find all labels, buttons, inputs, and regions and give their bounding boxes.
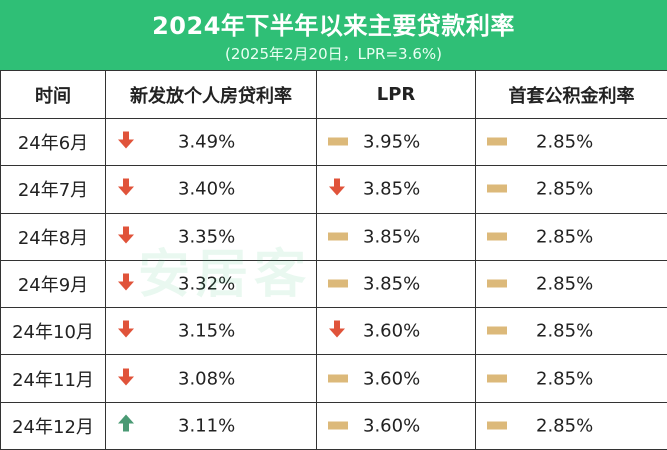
dash-icon: [486, 321, 508, 342]
cell-lpr: 3.60%: [316, 401, 476, 450]
rates-table: 时间 新发放个人房贷利率 LPR 首套公积金利率 24年6月 3.49% 3.95%…: [0, 70, 667, 450]
cell-lpr: 3.95%: [316, 117, 476, 167]
page-subtitle: (2025年2月20日，LPR=3.6%): [224, 45, 442, 63]
dash-icon: [486, 179, 508, 200]
rate-value: 3.60%: [363, 320, 421, 342]
table-row: 24年8月 3.35% 3.85% 2.85%: [0, 212, 667, 261]
rate-value: 2.85%: [536, 415, 594, 437]
rate-value: 3.95%: [363, 131, 421, 153]
table-row: 24年11月 3.08% 3.60% 2.85%: [0, 354, 667, 403]
arrow-down-icon: [116, 224, 136, 249]
cell-mortgage: 3.49%: [105, 117, 317, 167]
table-header-row: 时间 新发放个人房贷利率 LPR 首套公积金利率: [0, 70, 667, 119]
rate-value: 3.32%: [178, 273, 236, 295]
dash-icon: [486, 226, 508, 247]
cell-period: 24年11月: [0, 354, 106, 403]
dash-icon: [327, 226, 349, 247]
column-header-period: 时间: [0, 70, 106, 119]
rate-value: 3.40%: [178, 178, 236, 200]
rate-value: 3.60%: [363, 368, 421, 390]
cell-mortgage: 3.11%: [105, 401, 317, 450]
dash-icon: [486, 132, 508, 153]
cell-period: 24年8月: [0, 212, 106, 261]
table-row: 24年7月 3.40% 3.85% 2.85%: [0, 165, 667, 214]
arrow-down-icon: [116, 366, 136, 391]
rate-value: 3.85%: [363, 273, 421, 295]
dash-icon: [486, 273, 508, 294]
rate-value: 2.85%: [536, 131, 594, 153]
cell-period: 24年12月: [0, 401, 106, 450]
cell-period: 24年9月: [0, 259, 106, 309]
rate-value: 2.85%: [536, 178, 594, 200]
rate-value: 3.08%: [178, 368, 236, 390]
dash-icon: [327, 368, 349, 389]
page-title: 2024年下半年以来主要贷款利率: [152, 12, 515, 40]
rate-value: 3.11%: [178, 415, 236, 437]
arrow-up-icon: [116, 413, 136, 438]
cell-lpr: 3.60%: [316, 354, 476, 403]
cell-period: 24年10月: [0, 307, 106, 356]
table-row: 24年12月 3.11% 3.60% 2.85%: [0, 401, 667, 450]
rate-value: 3.35%: [178, 226, 236, 248]
rate-value: 2.85%: [536, 273, 594, 295]
cell-fund: 2.85%: [475, 401, 667, 450]
rate-value: 3.15%: [178, 320, 236, 342]
dash-icon: [486, 368, 508, 389]
arrow-down-icon: [116, 319, 136, 344]
rate-value: 2.85%: [536, 368, 594, 390]
arrow-down-icon: [116, 271, 136, 296]
rate-value: 3.85%: [363, 178, 421, 200]
column-header-lpr: LPR: [316, 70, 476, 119]
header-banner: 2024年下半年以来主要贷款利率 (2025年2月20日，LPR=3.6%): [0, 0, 667, 70]
cell-lpr: 3.85%: [316, 259, 476, 309]
rate-value: 2.85%: [536, 320, 594, 342]
dash-icon: [327, 132, 349, 153]
column-header-housing-fund-rate: 首套公积金利率: [475, 70, 667, 119]
cell-fund: 2.85%: [475, 117, 667, 167]
arrow-down-icon: [327, 177, 347, 202]
dash-icon: [327, 273, 349, 294]
cell-fund: 2.85%: [475, 165, 667, 214]
cell-lpr: 3.60%: [316, 307, 476, 356]
rate-value: 3.49%: [178, 131, 236, 153]
rate-value: 3.60%: [363, 415, 421, 437]
rate-value: 2.85%: [536, 226, 594, 248]
arrow-down-icon: [116, 177, 136, 202]
column-header-mortgage-rate: 新发放个人房贷利率: [105, 70, 317, 119]
cell-mortgage: 3.08%: [105, 354, 317, 403]
cell-lpr: 3.85%: [316, 165, 476, 214]
cell-fund: 2.85%: [475, 307, 667, 356]
table-row: 24年9月 3.32% 3.85% 2.85%: [0, 259, 667, 309]
dash-icon: [327, 415, 349, 436]
cell-mortgage: 3.35%: [105, 212, 317, 261]
table-row: 24年10月 3.15% 3.60% 2.85%: [0, 307, 667, 356]
cell-fund: 2.85%: [475, 212, 667, 261]
cell-fund: 2.85%: [475, 354, 667, 403]
cell-period: 24年7月: [0, 165, 106, 214]
arrow-down-icon: [327, 319, 347, 344]
cell-mortgage: 3.15%: [105, 307, 317, 356]
arrow-down-icon: [116, 130, 136, 155]
cell-mortgage: 3.32%: [105, 259, 317, 309]
cell-period: 24年6月: [0, 117, 106, 167]
cell-mortgage: 3.40%: [105, 165, 317, 214]
cell-fund: 2.85%: [475, 259, 667, 309]
dash-icon: [486, 415, 508, 436]
cell-lpr: 3.85%: [316, 212, 476, 261]
rate-value: 3.85%: [363, 226, 421, 248]
table-row: 24年6月 3.49% 3.95% 2.85%: [0, 117, 667, 167]
